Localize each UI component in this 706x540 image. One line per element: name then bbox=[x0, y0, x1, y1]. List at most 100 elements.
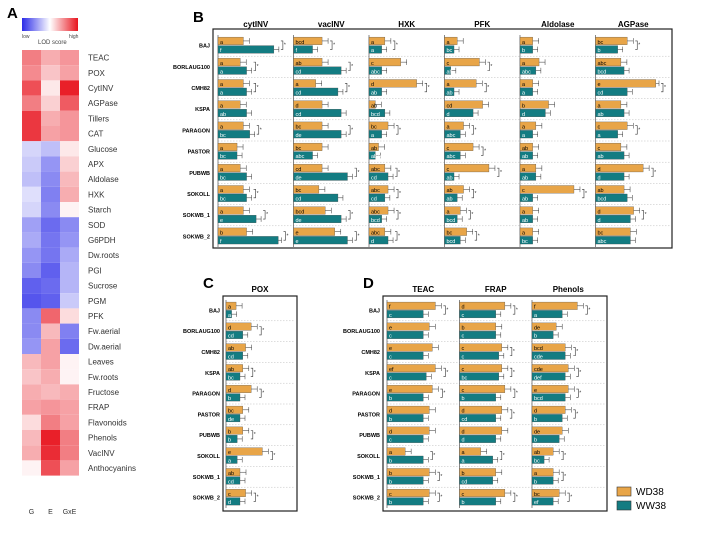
letter-ww: b bbox=[228, 396, 231, 402]
heatmap-cell bbox=[22, 171, 41, 187]
letter-ww: a bbox=[228, 313, 232, 319]
heatmap-cell bbox=[41, 80, 60, 96]
heatmap-cell bbox=[22, 202, 41, 218]
letter-ww: cd bbox=[371, 197, 377, 203]
heatmap-cell bbox=[22, 247, 41, 263]
letter-ww: c bbox=[462, 354, 465, 360]
letter-wd: c bbox=[462, 492, 465, 498]
heatmap-cell bbox=[41, 50, 60, 66]
letter-wd: bc bbox=[371, 125, 377, 131]
legend-ww-label: WW38 bbox=[636, 501, 666, 512]
letter-wd: a bbox=[522, 231, 526, 237]
row-label: PARAGON bbox=[182, 128, 210, 134]
bar-wd bbox=[459, 405, 502, 414]
letter-ww: ab bbox=[447, 175, 453, 181]
significance-star: * bbox=[513, 370, 515, 376]
letter-ww: cd bbox=[462, 479, 468, 485]
letter-ww: cd bbox=[296, 69, 302, 75]
heatmap-cell bbox=[22, 399, 41, 415]
bar-wd bbox=[386, 322, 430, 331]
heatmap-cell bbox=[60, 141, 79, 157]
bar-wd bbox=[459, 343, 502, 352]
letter-wd: a bbox=[522, 82, 526, 88]
bar-ww bbox=[386, 435, 424, 443]
heatmap-row-label: Phenols bbox=[88, 434, 117, 443]
letter-wd: b bbox=[228, 429, 231, 435]
bar-panel-c: BAJ BORLAUG100 CMH82 KSPA PARAGON PASTOR PUBWB… bbox=[183, 285, 294, 508]
bar-wd bbox=[459, 385, 506, 393]
significance-bracket bbox=[635, 125, 638, 135]
significance-star: * bbox=[399, 127, 401, 133]
letter-wd: e bbox=[296, 231, 299, 237]
significance-bracket bbox=[392, 40, 396, 50]
letter-ww: ab bbox=[447, 197, 453, 203]
heatmap-cell bbox=[41, 217, 60, 233]
significance-bracket bbox=[509, 347, 513, 357]
letter-ww: de bbox=[296, 175, 302, 181]
letter-wd: a bbox=[228, 305, 232, 311]
heatmap-cell bbox=[22, 384, 41, 400]
heatmap-cell bbox=[60, 430, 79, 446]
letter-ww: a bbox=[220, 69, 224, 75]
significance-star: * bbox=[576, 411, 578, 417]
letter-ww: c bbox=[389, 438, 392, 444]
significance-star: * bbox=[516, 495, 518, 501]
heatmap-cell bbox=[22, 156, 41, 172]
significance-bracket bbox=[561, 471, 564, 481]
row-label: PASTOR bbox=[188, 150, 210, 156]
significance-bracket bbox=[253, 83, 256, 93]
significance-star: * bbox=[490, 64, 492, 70]
significance-bracket bbox=[430, 451, 433, 461]
bar-ww bbox=[386, 372, 427, 381]
heatmap-row-label: CAT bbox=[88, 130, 104, 139]
letter-ww: d bbox=[598, 175, 601, 181]
significance-bracket bbox=[474, 231, 478, 241]
heatmap-cell bbox=[60, 202, 79, 218]
letter-wd: c bbox=[228, 492, 231, 498]
letter-wd: c bbox=[598, 146, 601, 152]
letter-ww: bcd bbox=[598, 197, 607, 203]
heatmap-col-label: E bbox=[48, 509, 53, 516]
heatmap-cell bbox=[41, 232, 60, 248]
letter-ww: a bbox=[522, 133, 526, 139]
significance-bracket bbox=[585, 305, 588, 315]
row-label: BAJ bbox=[209, 308, 220, 314]
letter-wd: d bbox=[228, 325, 231, 331]
letter-ww: bcd bbox=[447, 239, 456, 245]
letter-ww: cd bbox=[296, 112, 302, 118]
heatmap-cell bbox=[22, 80, 41, 96]
letter-wd: ab bbox=[522, 146, 528, 152]
heatmap-cell bbox=[41, 95, 60, 111]
row-label: KSPA bbox=[205, 371, 220, 377]
letter-ww: ab bbox=[522, 218, 528, 224]
bar-ww bbox=[386, 393, 424, 402]
bar-ww bbox=[386, 476, 424, 485]
heatmap-row-label: Fw.aerial bbox=[88, 327, 120, 336]
bar-ww bbox=[386, 331, 424, 339]
letter-wd: cde bbox=[534, 367, 543, 373]
significance-star: * bbox=[333, 43, 335, 49]
bar-ww bbox=[217, 236, 279, 245]
letter-wd: b bbox=[522, 103, 525, 109]
significance-bracket bbox=[348, 125, 351, 135]
significance-star: * bbox=[440, 474, 442, 480]
letter-ww: bc bbox=[228, 375, 234, 381]
significance-star: * bbox=[579, 391, 581, 397]
heatmap-row-label: Sucrose bbox=[88, 282, 118, 291]
letter-ww: bcd bbox=[371, 218, 380, 224]
letter-ww: bc bbox=[522, 239, 528, 245]
significance-star: * bbox=[579, 370, 581, 376]
significance-bracket bbox=[354, 231, 357, 241]
heatmap-row-label: POX bbox=[88, 69, 106, 78]
bar-wd bbox=[386, 385, 433, 393]
bar-wd bbox=[531, 385, 569, 393]
letter-wd: ab bbox=[598, 188, 604, 194]
bar-ww bbox=[459, 331, 496, 339]
letter-ww: cd bbox=[598, 91, 604, 97]
heatmap-row-label: Leaves bbox=[88, 358, 114, 367]
bar-wd bbox=[225, 447, 263, 456]
heatmap-cell bbox=[22, 126, 41, 142]
letter-wd: d bbox=[296, 103, 299, 109]
letter-wd: d bbox=[462, 409, 465, 415]
significance-bracket bbox=[396, 125, 399, 135]
